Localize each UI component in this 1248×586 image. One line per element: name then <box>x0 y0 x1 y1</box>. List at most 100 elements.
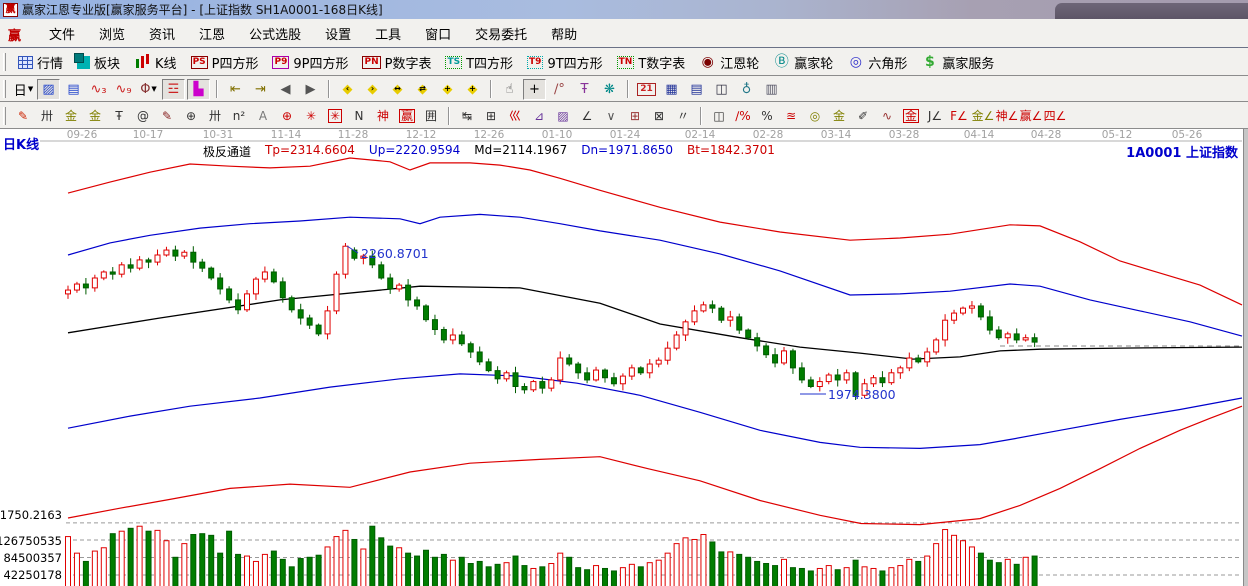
golden-circle-button[interactable]: ◎ <box>804 105 827 126</box>
pointer-pen-button[interactable]: ✐ <box>852 105 875 126</box>
pattern-overlay-button[interactable]: ☲ <box>162 78 185 100</box>
menu-item-交易委托[interactable]: 交易委托 <box>475 27 528 43</box>
region-tool-button[interactable]: ❋ <box>598 79 621 100</box>
golden-levels-button[interactable]: 金 <box>828 105 851 126</box>
winner-wheel-button[interactable]: Ⓑ 赢家轮 <box>766 51 840 74</box>
win-angle-button[interactable]: 赢∠ <box>1020 105 1043 126</box>
crosshair-button[interactable]: + <box>523 78 546 100</box>
calculator-button[interactable]: ▦ <box>660 79 683 100</box>
expand-all-button[interactable]: ◆ <box>436 79 459 100</box>
star-tool-button[interactable]: ✳ <box>300 105 323 126</box>
percent-slash-button[interactable]: ∕% <box>732 105 755 126</box>
quotes-button[interactable]: 行情 <box>11 51 70 74</box>
draw-pencil-button[interactable]: ✎ <box>12 105 35 126</box>
menu-item-文件[interactable]: 文件 <box>49 27 76 43</box>
9t-square-button[interactable]: T9 9T四方形 <box>520 51 610 74</box>
winner-service-button[interactable]: $ 赢家服务 <box>914 51 1001 74</box>
candle-style-dropdown-icon[interactable]: ▼ <box>151 85 157 93</box>
sectors-button[interactable]: 板块 <box>70 51 127 74</box>
circle-tool-button[interactable]: ⊕ <box>276 105 299 126</box>
menu-item-浏览[interactable]: 浏览 <box>99 27 126 43</box>
j-angle-button[interactable]: J∠ <box>924 105 947 126</box>
period-selector-dropdown-icon[interactable]: ▼ <box>27 85 34 93</box>
zigzag-wave-button[interactable]: ∨ <box>600 105 623 126</box>
grid-tool-button[interactable]: 囲 <box>420 105 443 126</box>
t-number-table-button[interactable]: TN T数字表 <box>610 51 693 74</box>
si-angle-button[interactable]: 四∠ <box>1044 105 1067 126</box>
parallel-lines-button[interactable]: 〃 <box>672 105 695 126</box>
hand-pan-button[interactable]: ☝ <box>498 79 521 100</box>
angle-measure-button[interactable]: ∕° <box>548 79 571 100</box>
shift-right-button[interactable]: ◆ <box>361 79 384 100</box>
toolbar-grip[interactable] <box>3 53 6 71</box>
p-square-button[interactable]: PS P四方形 <box>184 51 266 74</box>
calendar-button[interactable]: 21 <box>635 79 658 100</box>
expand-compress-button[interactable]: ↹ <box>456 105 479 126</box>
shift-left-button[interactable]: ◆ <box>336 79 359 100</box>
right-scrollbar[interactable] <box>1243 129 1248 586</box>
web-link-button[interactable]: ♁ <box>735 79 758 100</box>
kline-button[interactable]: K线 <box>127 51 184 74</box>
menu-item-公式选股[interactable]: 公式选股 <box>249 27 302 43</box>
p-number-table-button[interactable]: PN P数字表 <box>355 51 438 74</box>
chart-style-button[interactable]: ▨ <box>37 78 60 100</box>
t-square-button[interactable]: TS T四方形 <box>438 51 520 74</box>
marker-tool-button[interactable]: ✎ <box>156 105 179 126</box>
compress-horizontal-button[interactable]: ◆ <box>411 79 434 100</box>
chart-area[interactable]: 2260.8701 1974.3800 1750.2163 126750535 8450… <box>0 129 1248 586</box>
ray-fan-button[interactable]: 巛 <box>504 105 527 126</box>
stats-panel-button[interactable]: ◫ <box>708 105 731 126</box>
step-forward-button[interactable]: ▶ <box>299 79 322 100</box>
tag-tool-button[interactable]: Ŧ <box>573 79 596 100</box>
fit-view-button[interactable]: ◆ <box>461 79 484 100</box>
toolbar-grip[interactable] <box>3 106 6 125</box>
menu-item-资讯[interactable]: 资讯 <box>149 27 176 43</box>
golden-section-button[interactable]: 金 <box>60 105 83 126</box>
shen-lines-button[interactable]: 神 <box>372 105 395 126</box>
jump-last-button[interactable]: ⇥ <box>249 79 272 100</box>
info-panel-button[interactable]: ▤ <box>62 79 85 100</box>
menu-item-江恩[interactable]: 江恩 <box>199 27 226 43</box>
menu-item-帮助[interactable]: 帮助 <box>551 27 578 43</box>
radial-box-button[interactable]: ▨ <box>552 105 575 126</box>
square-of-nine-button[interactable]: n² <box>228 105 251 126</box>
chart-canvas[interactable]: 2260.8701 1974.3800 1750.2163 126750535 8450… <box>0 129 1248 586</box>
time-lines-button[interactable]: 卅 <box>36 105 59 126</box>
9p-square-button[interactable]: P9 9P四方形 <box>265 51 355 74</box>
volume-style-button[interactable]: ▙ <box>187 78 210 100</box>
golden-box-button[interactable]: 金 <box>900 105 923 126</box>
candle-style-button[interactable]: Φ ▼ <box>137 79 160 100</box>
trend-angle-button[interactable]: ∠ <box>576 105 599 126</box>
fan-box-button[interactable]: ⊿ <box>528 105 551 126</box>
jump-first-button[interactable]: ⇤ <box>224 79 247 100</box>
wave-3-button[interactable]: ∿₃ <box>87 79 110 100</box>
box-tool-button[interactable]: ⊞ <box>480 105 503 126</box>
period-selector-button[interactable]: 日 ▼ <box>12 79 35 100</box>
f-angle-button[interactable]: F∠ <box>948 105 971 126</box>
menu-item-工具[interactable]: 工具 <box>375 27 402 43</box>
notes-button[interactable]: ▤ <box>685 79 708 100</box>
wave-tool-button[interactable]: ∿ <box>876 105 899 126</box>
star-box-tool-button[interactable]: ✳ <box>324 105 347 126</box>
text-tool-button[interactable]: A <box>252 105 275 126</box>
system-info-button[interactable]: ▥ <box>760 79 783 100</box>
wave-9-button[interactable]: ∿₉ <box>112 79 135 100</box>
win-lines-button[interactable]: 赢 <box>396 105 419 126</box>
expand-horizontal-button[interactable]: ◆ <box>386 79 409 100</box>
menu-item-设置[interactable]: 设置 <box>325 27 352 43</box>
percent-button[interactable]: % <box>756 105 779 126</box>
gann-wheel-button[interactable]: ◉ 江恩轮 <box>692 51 766 74</box>
fibonacci-tool-button[interactable]: Ŧ <box>108 105 131 126</box>
spiral-tool-button[interactable]: @ <box>132 105 155 126</box>
percent-levels-button[interactable]: ≊ <box>780 105 803 126</box>
cycle-lines-button[interactable]: 卅 <box>204 105 227 126</box>
shen-angle-button[interactable]: 神∠ <box>996 105 1019 126</box>
gann-grid-button[interactable]: ⊞ <box>624 105 647 126</box>
menu-item-窗口[interactable]: 窗口 <box>425 27 452 43</box>
save-button[interactable]: ◫ <box>710 79 733 100</box>
angle-mark-button[interactable]: Ν <box>348 105 371 126</box>
gann-fan-circle-button[interactable]: ⊕ <box>180 105 203 126</box>
gann-grid-axis-button[interactable]: ⊠ <box>648 105 671 126</box>
hexagon-button[interactable]: ◎ 六角形 <box>840 51 914 74</box>
golden-price-button[interactable]: 金 <box>84 105 107 126</box>
